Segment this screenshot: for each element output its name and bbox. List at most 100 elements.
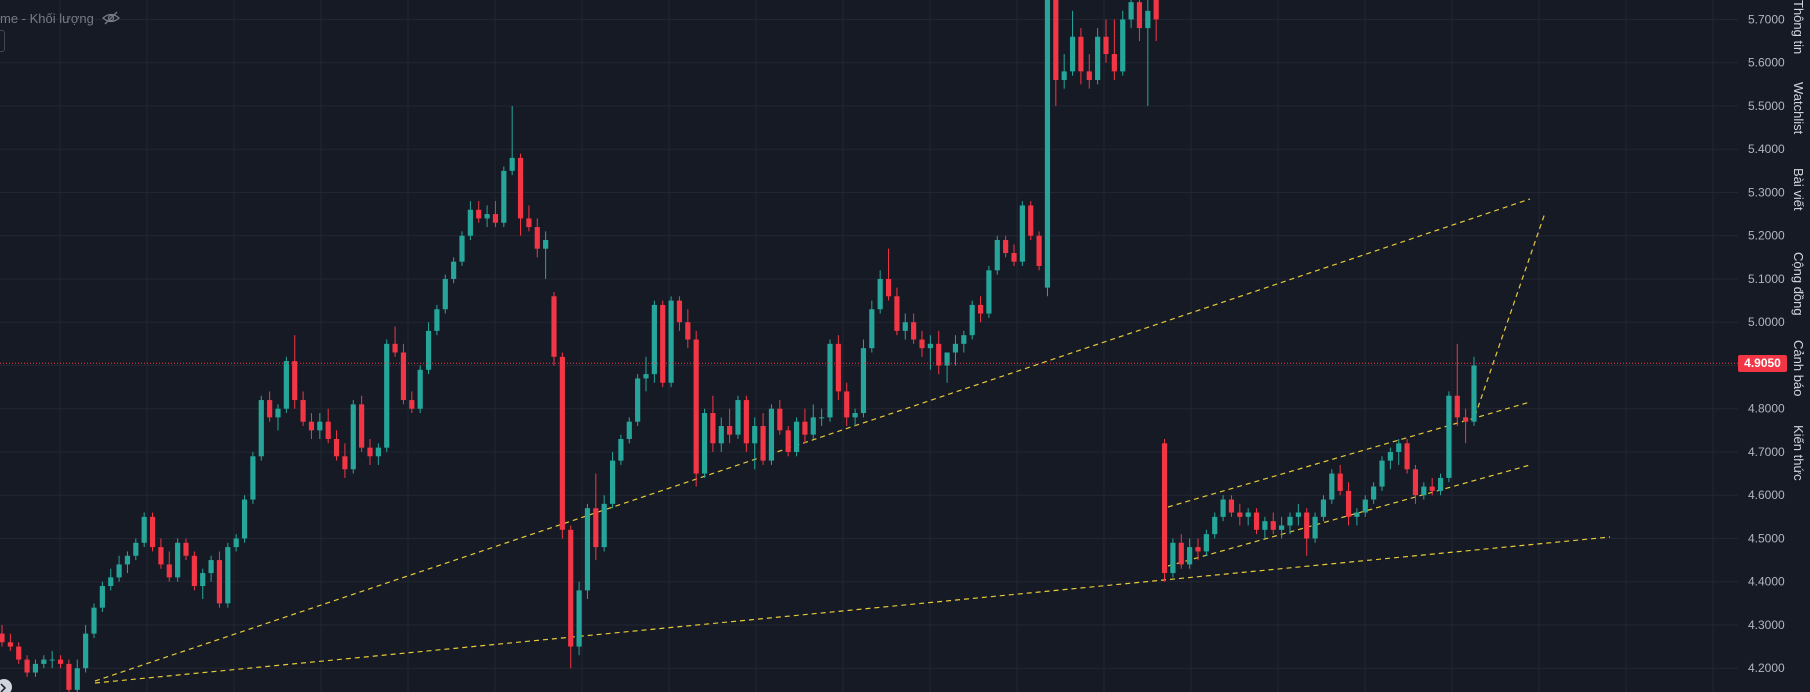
candle-body [241,499,248,539]
candle-body [1019,205,1025,262]
candle-body [99,586,105,608]
candle [777,400,783,435]
candle [308,413,315,439]
tab-canh-bao[interactable]: Cảnh báo [1791,340,1806,397]
price-axis[interactable]: 5.7000 5.6000 5.5000 5.4000 5.3000 5.2000 5.10… [1748,12,1785,675]
candle-body [1011,253,1017,262]
candle [802,408,808,444]
collapse-legend-button[interactable] [0,30,5,52]
candle-body [1120,19,1126,72]
trend-line[interactable] [94,198,1531,682]
candle [1362,495,1368,517]
candle [1111,19,1117,81]
candle-body [350,404,356,470]
candle [342,443,348,478]
candle-body [509,157,515,171]
candle-body [618,438,624,461]
scroll-arrow-icon[interactable] [0,679,12,692]
candle-body [1053,0,1059,81]
candle-body [1371,486,1377,500]
candle-body [752,426,758,444]
candle [986,265,992,318]
candle-body [317,421,323,431]
candle [568,525,574,669]
candle [1203,529,1209,556]
tab-watchlist[interactable]: Watchlist [1791,82,1806,135]
candle [584,503,591,600]
candle [1446,391,1452,483]
candle-body [1253,512,1260,530]
candles [0,0,1477,692]
candle-body [1103,36,1109,55]
candle [350,400,356,474]
candle [233,534,239,552]
candle-body [810,417,816,435]
candle-body [1295,512,1301,517]
candle [952,335,959,366]
candle-body [827,343,833,418]
candle [927,335,933,370]
candle-body [149,516,156,548]
candle-body [208,560,214,574]
candle-body [584,508,591,591]
current-price-badge: 4.9050 [1738,354,1787,372]
candle-body [534,227,540,249]
tab-thong-tin[interactable]: Thông tin [1791,0,1806,55]
price-tick-label: 4.4000 [1748,575,1785,589]
candle-body [250,456,256,500]
candle [1036,231,1042,271]
candle-body [66,663,72,690]
candle-body [292,361,298,401]
candle-body [57,659,64,664]
candle [852,408,858,427]
eye-off-icon[interactable] [101,11,120,25]
candle-body [852,413,858,418]
candle [1253,508,1260,535]
candle [467,201,473,241]
candle-body [392,343,398,353]
candle-body [819,417,825,419]
candle [902,313,908,340]
trend-line[interactable] [1474,212,1546,417]
candle [1287,512,1293,535]
candle [1304,508,1310,556]
tab-cong-dong[interactable]: Cộng đồng [1791,252,1806,316]
candle-body [108,577,114,587]
candle-body [1412,469,1419,496]
candle-body [1471,365,1477,422]
tab-kien-thuc[interactable]: Kiến thức [1791,425,1806,481]
trend-line[interactable] [94,536,1611,684]
candle-body [1329,473,1335,500]
candle-body [1362,499,1368,513]
right-sidebar-tabs: Thông tin Watchlist Bài viết Cộng đồng C… [1787,0,1810,692]
candle-body [877,278,883,310]
candle [1128,0,1134,29]
candle-body [1354,512,1360,517]
candle-body [718,426,724,444]
candle-body [233,538,239,548]
candle [451,257,457,284]
candle [1354,508,1360,526]
candle [894,287,900,336]
candle-body [1337,473,1343,491]
candle [434,304,440,336]
candle [191,551,197,591]
candle [166,551,172,582]
candle [919,330,925,357]
candle [1471,356,1477,427]
candle-body [384,343,390,448]
candle-body [7,642,13,647]
tab-bai-viet[interactable]: Bài viết [1791,168,1806,211]
candle [1387,447,1393,470]
candle [1262,516,1268,539]
candle-body [1003,240,1009,254]
candle [752,417,758,470]
candle-body [1454,395,1460,418]
candle-body [685,322,691,340]
candle [250,451,256,504]
candle [877,270,883,314]
candle-body [1404,443,1410,470]
candle [1320,495,1327,522]
candle [576,581,582,656]
